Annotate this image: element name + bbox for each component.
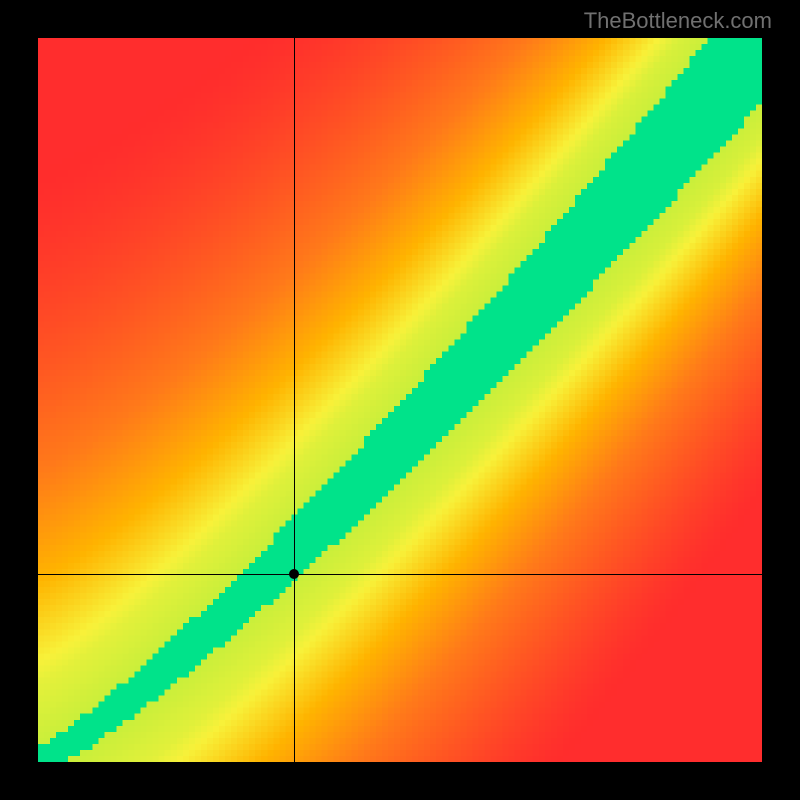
bottleneck-heatmap [38, 38, 762, 762]
crosshair-horizontal [38, 574, 762, 575]
crosshair-vertical [294, 38, 295, 762]
figure-outer: TheBottleneck.com [0, 0, 800, 800]
plot-area [38, 38, 762, 762]
watermark-text: TheBottleneck.com [584, 8, 772, 34]
crosshair-marker [289, 569, 299, 579]
